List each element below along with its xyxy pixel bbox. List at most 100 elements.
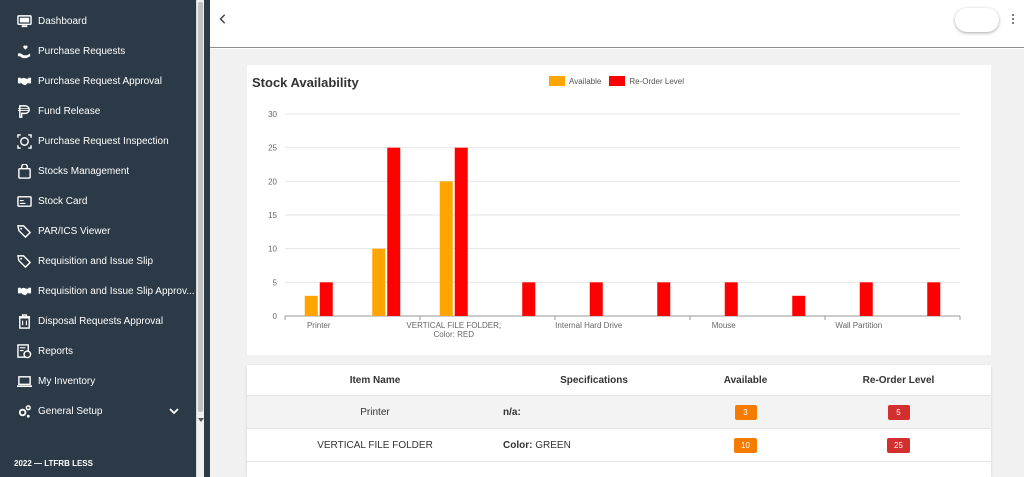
sidebar-item-label: Stocks Management: [38, 165, 130, 177]
bag-icon: [17, 163, 32, 179]
legend-item-reorder[interactable]: Re-Order Level: [609, 76, 684, 86]
sidebar: Dashboard Purchase Requests Purchase Req…: [0, 0, 196, 477]
sidebar-item-reports[interactable]: Reports: [0, 336, 196, 366]
y-tick-label: 20: [268, 177, 277, 186]
stock-table: Item Name Specifications Available Re-Or…: [247, 365, 991, 477]
tag-icon: [17, 254, 32, 269]
col-header-item-name[interactable]: Item Name: [349, 374, 401, 386]
sidebar-item-label: Fund Release: [38, 105, 101, 117]
legend-label: Available: [569, 76, 602, 86]
chevron-down-icon[interactable]: [168, 405, 180, 417]
sidebar-item-label: Reports: [38, 345, 74, 357]
bar-reorder-level: [792, 295, 806, 316]
col-header-reorder-level[interactable]: Re-Order Level: [862, 374, 935, 386]
bar-reorder-level: [319, 282, 333, 316]
col-header-available[interactable]: Available: [723, 374, 768, 386]
inspect-icon: [17, 133, 32, 149]
sidebar-item-dashboard[interactable]: Dashboard: [0, 6, 196, 36]
sidebar-item-label: Stock Card: [38, 195, 88, 207]
sidebar-footer: 2022 — LTFRB LESS: [14, 459, 93, 468]
handshake-icon: [17, 74, 32, 89]
top-header: [210, 0, 1024, 48]
bar-reorder-level: [387, 147, 401, 316]
sidebar-item-label: Purchase Request Inspection: [38, 135, 169, 147]
cell-available: 3: [685, 404, 806, 420]
x-tick-label: Mouse: [712, 321, 737, 330]
sidebar-item-requisition-issue-slip-approval[interactable]: Requisition and Issue Slip Approv...: [0, 276, 196, 306]
gears-icon: [17, 404, 32, 419]
sidebar-item-general-setup[interactable]: General Setup: [0, 396, 196, 426]
bar-available: [304, 295, 318, 316]
legend-swatch-reorder: [609, 76, 626, 86]
bar-available: [439, 181, 453, 316]
sidebar-item-fund-release[interactable]: Fund Release: [0, 96, 196, 126]
bar-reorder-level: [657, 282, 671, 316]
sidebar-item-par-ics-viewer[interactable]: PAR/ICS Viewer: [0, 216, 196, 246]
chart-card: 0 5 10 15 20 25 30 Printer VERTICAL FILE FOLDER;…: [247, 65, 991, 355]
kebab-icon[interactable]: [1010, 12, 1016, 26]
hand-heart-icon: [17, 44, 32, 59]
table-row[interactable]: Printer n/a: 3 5: [247, 396, 991, 429]
y-tick-label: 0: [273, 312, 278, 321]
user-pill-button[interactable]: [955, 8, 999, 32]
bar-reorder-level: [589, 282, 603, 316]
y-tick-label: 25: [268, 144, 277, 153]
x-tick-label: Wall Partition: [835, 321, 882, 330]
chart-title: Stock Availability: [252, 75, 359, 90]
y-tick-label: 5: [273, 278, 278, 287]
bar-reorder-level: [859, 282, 873, 316]
reorder-badge: 5: [887, 404, 910, 420]
gutter: [204, 0, 210, 477]
sidebar-item-disposal-requests-approval[interactable]: Disposal Requests Approval: [0, 306, 196, 336]
main-content: 0 5 10 15 20 25 30 Printer VERTICAL FILE FOLDER;…: [210, 49, 1024, 477]
cell-specifications: n/a:: [503, 407, 685, 418]
tags-icon: [17, 224, 32, 239]
col-header-specifications[interactable]: Specifications: [560, 374, 628, 386]
x-tick-label: VERTICAL FILE FOLDER;: [406, 321, 501, 330]
sidebar-item-label: Requisition and Issue Slip: [38, 255, 154, 267]
trash-icon: [17, 313, 32, 329]
sidebar-nav: Dashboard Purchase Requests Purchase Req…: [0, 0, 196, 426]
spec-value: GREEN: [532, 439, 571, 451]
scroll-down-arrow-icon[interactable]: [198, 418, 204, 422]
spec-key: Color:: [503, 439, 533, 451]
handshake-icon: [17, 284, 32, 299]
y-tick-label: 30: [268, 110, 277, 119]
sidebar-item-purchase-requests[interactable]: Purchase Requests: [0, 36, 196, 66]
available-badge: 3: [734, 404, 757, 420]
bar-available: [372, 248, 386, 316]
sidebar-item-label: Dashboard: [38, 15, 87, 27]
cell-item-name: VERTICAL FILE FOLDER: [317, 439, 433, 451]
sidebar-scrollbar[interactable]: [196, 0, 204, 477]
bar-reorder-level: [724, 282, 738, 316]
cell-available: 10: [685, 437, 806, 453]
chevron-left-icon[interactable]: [218, 12, 232, 28]
reorder-badge: 25: [887, 437, 910, 453]
money-icon: [17, 104, 32, 119]
sidebar-item-label: My Inventory: [38, 375, 96, 387]
legend-label: Re-Order Level: [629, 76, 685, 86]
sidebar-item-label: Requisition and Issue Slip Approv...: [38, 285, 195, 297]
sidebar-item-label: General Setup: [38, 405, 103, 417]
sidebar-item-requisition-issue-slip[interactable]: Requisition and Issue Slip: [0, 246, 196, 276]
sidebar-item-purchase-request-inspection[interactable]: Purchase Request Inspection: [0, 126, 196, 156]
sidebar-item-label: Disposal Requests Approval: [38, 315, 164, 327]
spec-key: n/a:: [503, 406, 521, 418]
table-row[interactable]: VERTICAL FILE FOLDER Color: GREEN 10 25: [247, 429, 991, 462]
table-header: Item Name Specifications Available Re-Or…: [247, 365, 991, 396]
cell-specifications: Color: GREEN: [503, 440, 685, 451]
sidebar-item-stocks-management[interactable]: Stocks Management: [0, 156, 196, 186]
legend-item-available[interactable]: Available: [549, 76, 601, 86]
reports-icon: [17, 343, 32, 359]
bar-reorder-level: [522, 282, 536, 316]
cell-item-name: Printer: [360, 406, 390, 418]
x-tick-label: Internal Hard Drive: [555, 321, 623, 330]
sidebar-item-my-inventory[interactable]: My Inventory: [0, 366, 196, 396]
scrollbar-thumb[interactable]: [198, 2, 203, 412]
sidebar-item-purchase-request-approval[interactable]: Purchase Request Approval: [0, 66, 196, 96]
sidebar-item-stock-card[interactable]: Stock Card: [0, 186, 196, 216]
sidebar-item-label: PAR/ICS Viewer: [38, 225, 111, 237]
legend-swatch-available: [549, 76, 565, 86]
cell-reorder-level: 25: [806, 437, 991, 453]
x-tick-label: Color: RED: [434, 330, 475, 339]
